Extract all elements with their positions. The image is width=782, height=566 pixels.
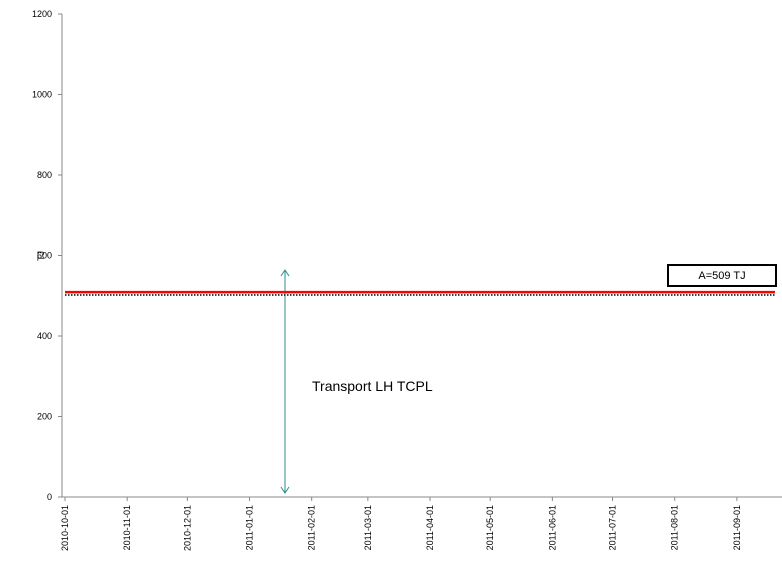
annotation: A=509 TJ bbox=[698, 270, 745, 282]
y-tick-label: 1200 bbox=[32, 9, 52, 19]
x-tick-label: 2010-10-01 bbox=[60, 505, 70, 551]
x-tick-label: 2011-09-01 bbox=[732, 505, 742, 550]
y-tick-label: 1000 bbox=[32, 90, 52, 100]
x-tick-label: 2011-02-01 bbox=[307, 505, 317, 550]
x-tick-label: 2011-04-01 bbox=[425, 505, 435, 550]
x-tick-label: 2011-03-01 bbox=[363, 505, 373, 550]
double-arrow bbox=[280, 269, 290, 494]
y-tick-label: 0 bbox=[47, 492, 52, 502]
x-tick-label: 2010-12-01 bbox=[182, 505, 192, 551]
x-tick-label: 2010-11-01 bbox=[122, 505, 132, 550]
annotation: Transport LH TCPL bbox=[312, 378, 433, 394]
y-tick-label: 800 bbox=[37, 170, 52, 180]
y-tick-label: 400 bbox=[37, 331, 52, 341]
y-tick-label: 600 bbox=[37, 251, 52, 261]
x-tick-label: 2011-06-01 bbox=[547, 505, 557, 550]
y-axis-label: TJ bbox=[36, 251, 46, 261]
x-tick-label: 2011-01-01 bbox=[245, 505, 255, 550]
x-tick-label: 2011-07-01 bbox=[608, 505, 618, 550]
y-tick-label: 200 bbox=[37, 412, 52, 422]
x-tick-label: 2011-05-01 bbox=[485, 505, 495, 550]
annotation-box bbox=[667, 264, 777, 287]
x-tick-label: 2011-08-01 bbox=[670, 505, 680, 550]
